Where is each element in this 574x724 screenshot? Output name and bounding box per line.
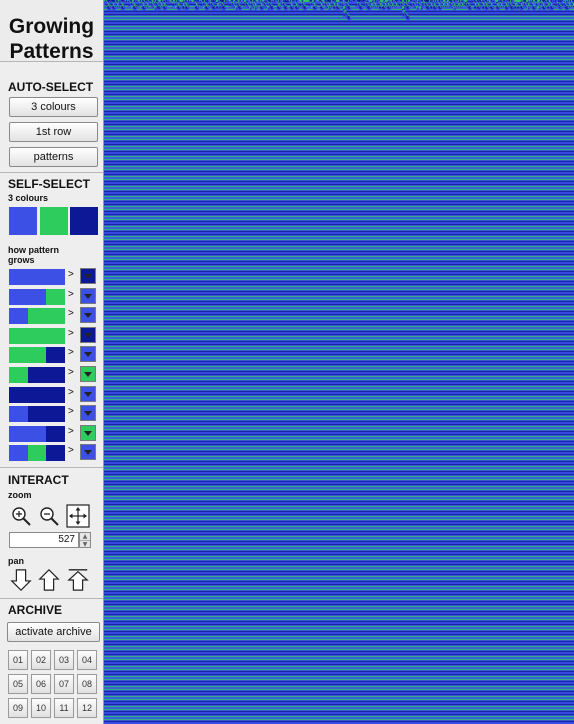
rule-arrow: > <box>68 327 74 339</box>
chevron-down-icon <box>84 391 92 397</box>
rule-result-dropdown[interactable] <box>80 268 96 284</box>
archive-slot-button[interactable]: 12 <box>77 698 97 718</box>
archive-slot-button[interactable]: 02 <box>31 650 51 670</box>
archive-slot-button[interactable]: 05 <box>8 674 28 694</box>
chevron-down-icon <box>84 313 92 319</box>
patterns-button[interactable]: patterns <box>9 147 98 167</box>
chevron-down-icon <box>84 450 92 456</box>
rule-pattern <box>9 288 65 305</box>
colours-label: 3 colours <box>8 193 49 203</box>
divider <box>0 467 103 468</box>
pan-down-icon[interactable] <box>9 568 33 592</box>
archive-slot-button[interactable]: 04 <box>77 650 97 670</box>
pan-top-icon[interactable] <box>66 568 90 592</box>
app-title: Growing Patterns <box>0 0 103 63</box>
rule-arrow: > <box>68 406 74 418</box>
chevron-down-icon <box>84 332 92 338</box>
interact-heading: INTERACT <box>8 473 69 487</box>
archive-slot-button[interactable]: 09 <box>8 698 28 718</box>
archive-slot-button[interactable]: 10 <box>31 698 51 718</box>
auto-select-heading: AUTO-SELECT <box>8 80 94 94</box>
activate-archive-button[interactable]: activate archive <box>7 622 100 642</box>
rule-row: > <box>9 424 99 443</box>
archive-heading: ARCHIVE <box>8 603 63 617</box>
rule-result-dropdown[interactable] <box>80 326 96 343</box>
archive-slot-button[interactable]: 11 <box>54 698 74 718</box>
rule-row: > <box>9 405 99 423</box>
rule-arrow: > <box>68 288 74 300</box>
sidebar: Growing Patterns AUTO-SELECT 3 colours 1… <box>0 0 104 724</box>
rule-pattern <box>9 308 65 325</box>
colour-swatch-2[interactable] <box>40 207 68 235</box>
rule-pattern <box>9 445 65 462</box>
colour-swatch-3[interactable] <box>70 207 98 235</box>
rule-row: > <box>9 366 99 384</box>
zoom-in-icon[interactable] <box>9 504 33 528</box>
chevron-down-icon <box>84 274 92 279</box>
rule-result-dropdown[interactable] <box>80 287 96 304</box>
divider <box>0 598 103 599</box>
rule-pattern <box>9 347 65 364</box>
chevron-down-icon <box>84 372 92 377</box>
rule-row: > <box>9 268 99 286</box>
rule-arrow: > <box>68 386 74 398</box>
archive-slot-button[interactable]: 08 <box>77 674 97 694</box>
chevron-down-icon <box>84 411 92 417</box>
app-title-line2: Patterns <box>9 40 94 63</box>
rule-pattern <box>9 386 65 403</box>
rule-pattern <box>9 425 65 442</box>
rule-pattern <box>9 269 65 285</box>
rule-result-dropdown[interactable] <box>80 346 96 363</box>
rule-row: > <box>9 444 99 462</box>
rule-row: > <box>9 385 99 404</box>
grows-label-2: grows <box>8 255 35 265</box>
zoom-value-field[interactable]: 527 <box>9 532 79 548</box>
pattern-canvas[interactable] <box>104 0 574 724</box>
rule-arrow: > <box>68 367 74 378</box>
pan-label: pan <box>8 556 25 566</box>
archive-slot-button[interactable]: 07 <box>54 674 74 694</box>
zoom-label: zoom <box>8 490 32 500</box>
grows-label-1: how pattern <box>8 245 59 255</box>
first-row-button[interactable]: 1st row <box>9 122 98 142</box>
chevron-down-icon <box>84 430 92 436</box>
archive-slot-button[interactable]: 01 <box>8 650 28 670</box>
chevron-down-icon <box>84 352 92 358</box>
rule-pattern <box>9 327 65 344</box>
rule-result-dropdown[interactable] <box>80 405 96 422</box>
chevron-down-icon <box>84 293 92 299</box>
rule-result-dropdown[interactable] <box>80 307 96 324</box>
rule-result-dropdown[interactable] <box>80 424 96 441</box>
rule-arrow: > <box>68 347 74 359</box>
app-title-line1: Growing <box>8 15 95 38</box>
colour-swatch-1[interactable] <box>9 207 37 235</box>
archive-slot-button[interactable]: 06 <box>31 674 51 694</box>
fit-icon[interactable] <box>66 504 90 528</box>
three-colours-button[interactable]: 3 colours <box>9 97 98 117</box>
rule-pattern <box>9 367 65 383</box>
rule-result-dropdown[interactable] <box>80 366 96 382</box>
rule-arrow: > <box>68 425 74 437</box>
rule-result-dropdown[interactable] <box>80 444 96 461</box>
rule-result-dropdown[interactable] <box>80 385 96 402</box>
rule-row: > <box>9 326 99 345</box>
rule-row: > <box>9 346 99 364</box>
rule-arrow: > <box>68 308 74 320</box>
self-select-heading: SELF-SELECT <box>8 177 91 191</box>
pan-up-icon[interactable] <box>37 568 61 592</box>
rule-row: > <box>9 287 99 306</box>
rule-arrow: > <box>68 445 74 457</box>
rule-pattern <box>9 406 65 423</box>
zoom-out-icon[interactable] <box>37 504 61 528</box>
archive-slot-button[interactable]: 03 <box>54 650 74 670</box>
zoom-spinner[interactable]: ▲ ▼ <box>79 532 91 548</box>
rule-arrow: > <box>68 269 74 280</box>
rule-row: > <box>9 307 99 325</box>
divider <box>0 172 103 173</box>
